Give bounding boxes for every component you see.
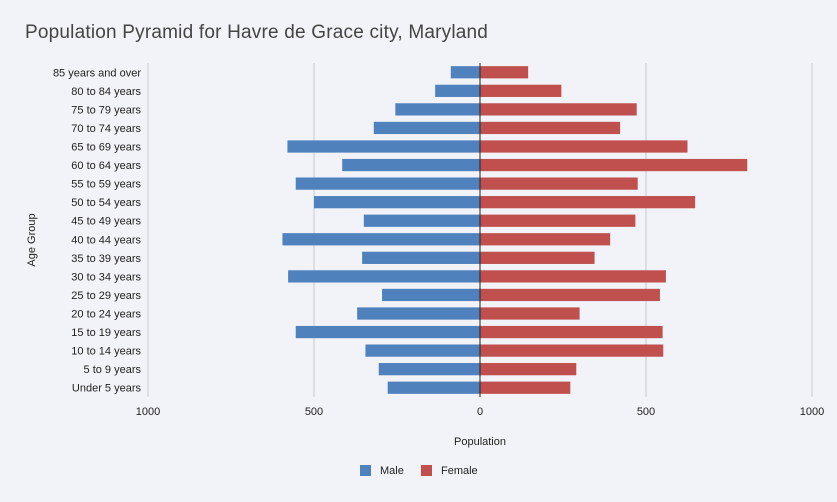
male-bar[interactable] (357, 307, 480, 320)
female-bar[interactable] (480, 233, 611, 246)
male-bar[interactable] (287, 140, 480, 153)
female-bar[interactable] (480, 103, 637, 116)
grid-layer (147, 63, 813, 397)
y-tick-label: 15 to 19 years (71, 327, 141, 339)
y-tick-label: 20 to 24 years (71, 309, 141, 321)
male-bar[interactable] (282, 233, 480, 246)
male-bar[interactable] (363, 214, 480, 227)
chart-title: Population Pyramid for Havre de Grace ci… (25, 22, 489, 43)
male-bar[interactable] (295, 325, 480, 339)
x-tick-label: 0 (477, 406, 483, 418)
female-bar[interactable] (480, 307, 580, 320)
y-tick-label: 70 to 74 years (71, 123, 141, 135)
male-bar[interactable] (342, 158, 480, 172)
y-tick-label: 45 to 49 years (71, 216, 141, 228)
y-tick-label: 5 to 9 years (84, 364, 142, 376)
y-tick-label: 65 to 69 years (71, 142, 141, 154)
male-bar[interactable] (450, 66, 480, 79)
female-bar[interactable] (480, 84, 562, 97)
male-bar[interactable] (288, 270, 480, 283)
female-bar[interactable] (480, 140, 688, 153)
female-bar[interactable] (480, 196, 696, 209)
female-bar[interactable] (480, 214, 636, 227)
female-bar[interactable] (480, 325, 663, 339)
female-bar[interactable] (480, 288, 660, 302)
male-bar[interactable] (373, 121, 480, 135)
y-tick-label: 55 to 59 years (71, 179, 141, 191)
male-bar[interactable] (395, 103, 480, 116)
y-tick-label: 50 to 54 years (71, 197, 141, 209)
male-bar[interactable] (295, 177, 480, 190)
female-bar[interactable] (480, 177, 638, 190)
x-tick-label: 500 (305, 406, 323, 418)
y-tick-label: 30 to 34 years (71, 271, 141, 283)
y-tick-label: 25 to 29 years (71, 290, 141, 302)
legend-label-female[interactable]: Female (441, 465, 478, 477)
x-axis-title: Population (454, 436, 506, 448)
legend-swatch-male[interactable] (360, 465, 371, 476)
bars-layer (282, 66, 748, 394)
male-bar[interactable] (362, 251, 480, 264)
female-bar[interactable] (480, 270, 666, 283)
labels-layer: 1000 500 0 500 1000 85 years and over 80 to 84… (26, 67, 824, 448)
y-tick-label: Under 5 years (72, 383, 142, 395)
x-tick-label: 1000 (136, 406, 160, 418)
legend-label-male[interactable]: Male (380, 465, 404, 477)
y-tick-label: 60 to 64 years (71, 160, 141, 172)
male-bar[interactable] (435, 84, 480, 97)
female-bar[interactable] (480, 251, 595, 264)
female-bar[interactable] (480, 344, 664, 357)
legend: Male Female (360, 465, 478, 477)
female-bar[interactable] (480, 381, 571, 394)
y-tick-label: 40 to 44 years (71, 234, 141, 246)
male-bar[interactable] (314, 196, 480, 209)
female-bar[interactable] (480, 363, 577, 376)
female-bar[interactable] (480, 121, 621, 135)
y-axis-title: Age Group (26, 213, 38, 266)
x-tick-label: 1000 (800, 406, 824, 418)
male-bar[interactable] (365, 344, 480, 357)
x-tick-label: 500 (637, 406, 655, 418)
male-bar[interactable] (378, 363, 480, 376)
y-tick-label: 80 to 84 years (71, 86, 141, 98)
y-tick-label: 35 to 39 years (71, 253, 141, 265)
male-bar[interactable] (382, 288, 480, 302)
y-tick-label: 10 to 14 years (71, 346, 141, 358)
male-bar[interactable] (387, 381, 480, 394)
legend-swatch-female[interactable] (421, 465, 432, 476)
female-bar[interactable] (480, 158, 748, 172)
y-tick-label: 85 years and over (53, 67, 141, 79)
female-bar[interactable] (480, 66, 529, 79)
y-tick-label: 75 to 79 years (71, 104, 141, 116)
